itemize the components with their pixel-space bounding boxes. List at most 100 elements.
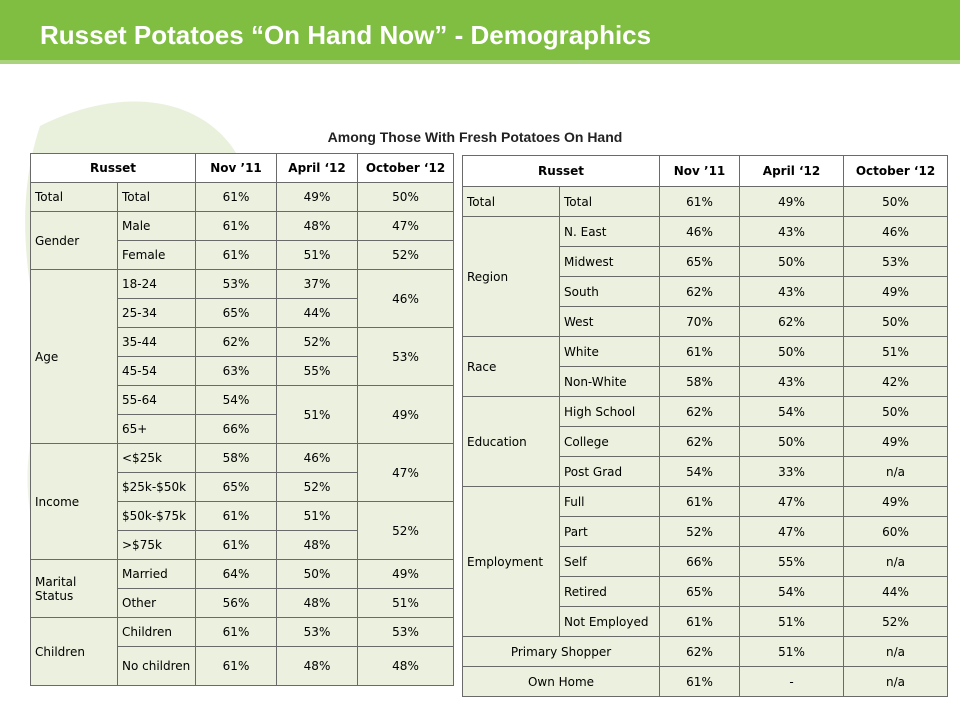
table-row: Education High School 62% 54% 50% <box>462 396 949 487</box>
header-divider <box>0 60 960 64</box>
table-row: Midwest 65% 50% 53% <box>463 246 949 277</box>
cell-apr: 53% <box>276 617 359 647</box>
table-row: Part 52% 47% 60% <box>463 516 949 547</box>
cell-nov: 65% <box>195 298 278 328</box>
cell-oct: 51% <box>357 588 455 618</box>
table-row: South 62% 43% 49% <box>463 276 949 307</box>
header-bar <box>0 0 960 64</box>
column-header-russet: Russet <box>29 153 197 183</box>
cell-apr: 44% <box>276 298 359 328</box>
cell-nov: 54% <box>659 456 741 487</box>
cell-oct: n/a <box>843 636 949 667</box>
table-row: Female 61% 51% 52% <box>31 240 455 270</box>
row-label: Non-White <box>558 366 661 397</box>
cell-nov: 46% <box>659 216 741 247</box>
cell-nov: 62% <box>659 396 741 427</box>
table-row: 55-64 54% 51% 49% <box>31 385 455 444</box>
row-label: $25k-$50k <box>116 472 197 502</box>
row-label: No children <box>116 646 197 686</box>
cell-oct-merged: 53% <box>357 327 455 386</box>
column-header-april-12: April ‘12 <box>739 155 845 187</box>
table-header-row: Russet Nov ’11 April ‘12 October ‘12 <box>29 153 455 183</box>
table-row: Retired 65% 54% 44% <box>463 576 949 607</box>
group-label-gender: Gender <box>30 211 118 270</box>
cell-apr: 62% <box>739 306 845 337</box>
cell-apr: 52% <box>276 327 359 357</box>
row-label: White <box>558 336 661 367</box>
cell-apr: 43% <box>739 276 845 307</box>
table-row: Self 66% 55% n/a <box>463 546 949 577</box>
cell-nov: 58% <box>195 443 278 473</box>
group-label-total: Total <box>462 186 560 217</box>
row-label: 18-24 <box>116 269 197 299</box>
cell-oct: 60% <box>843 516 949 547</box>
cell-oct: 50% <box>843 396 949 427</box>
cell-apr: 51% <box>739 636 845 667</box>
row-label: Male <box>116 211 197 241</box>
cell-nov: 52% <box>659 516 741 547</box>
cell-apr: 50% <box>739 426 845 457</box>
row-label: Self <box>558 546 661 577</box>
row-label: South <box>558 276 661 307</box>
row-label: <$25k <box>116 443 197 473</box>
cell-apr-merged: 51% <box>276 385 359 444</box>
row-label: >$75k <box>116 530 197 560</box>
cell-nov: 54% <box>195 385 278 415</box>
cell-apr: 50% <box>739 336 845 367</box>
cell-nov: 56% <box>195 588 278 618</box>
cell-nov: 65% <box>659 246 741 277</box>
cell-apr: 47% <box>739 516 845 547</box>
table-row: Marital Status Married 64% 50% 49% <box>30 559 455 618</box>
table-row: Total Total 61% 49% 50% <box>462 186 949 217</box>
cell-apr: 54% <box>739 576 845 607</box>
cell-nov: 53% <box>195 269 278 299</box>
cell-oct: 42% <box>843 366 949 397</box>
cell-apr: - <box>739 666 845 697</box>
row-label-primary-shopper: Primary Shopper <box>461 636 661 667</box>
cell-apr: 43% <box>739 366 845 397</box>
cell-oct-merged: 47% <box>357 443 455 502</box>
cell-nov: 61% <box>195 617 278 647</box>
table-row: No children 61% 48% 48% <box>31 646 455 686</box>
group-label-education: Education <box>462 396 560 487</box>
cell-nov: 70% <box>659 306 741 337</box>
cell-nov: 65% <box>659 576 741 607</box>
group-label-total: Total <box>30 182 118 212</box>
group-label-race: Race <box>462 336 560 397</box>
cell-apr: 46% <box>276 443 359 473</box>
column-header-russet: Russet <box>461 155 661 187</box>
column-header-april-12: April ‘12 <box>276 153 359 183</box>
cell-apr: 48% <box>276 530 359 560</box>
group-label-marital-status: Marital Status <box>30 559 118 618</box>
table-row: 25-34 65% 44% <box>31 298 454 328</box>
group-label-age: Age <box>30 269 118 444</box>
cell-apr: 51% <box>276 240 359 270</box>
table-row: West 70% 62% 50% <box>463 306 949 337</box>
table-row: Age 18-24 53% 37% 46% <box>30 269 455 444</box>
cell-oct: n/a <box>843 666 949 697</box>
cell-nov: 61% <box>659 336 741 367</box>
row-label: High School <box>558 396 661 427</box>
row-label: 45-54 <box>116 356 197 386</box>
table-row: 45-54 63% 55% <box>31 356 454 386</box>
cell-nov: 62% <box>195 327 278 357</box>
table-row: $50k-$75k 61% 51% 52% <box>31 501 455 560</box>
cell-nov: 58% <box>659 366 741 397</box>
group-label-employment: Employment <box>462 486 560 637</box>
cell-apr: 51% <box>276 501 359 531</box>
cell-oct: 52% <box>357 240 455 270</box>
cell-apr: 50% <box>276 559 359 589</box>
row-label: Not Employed <box>558 606 661 637</box>
cell-oct: n/a <box>843 456 949 487</box>
table-row: Own Home 61% - n/a <box>461 666 949 697</box>
cell-nov: 61% <box>195 211 278 241</box>
cell-nov: 61% <box>659 486 741 517</box>
cell-nov: 62% <box>659 276 741 307</box>
row-label: College <box>558 426 661 457</box>
cell-oct-merged: 49% <box>357 385 455 444</box>
row-label: Part <box>558 516 661 547</box>
row-label: $50k-$75k <box>116 501 197 531</box>
cell-apr: 55% <box>739 546 845 577</box>
table-subtitle: Among Those With Fresh Potatoes On Hand <box>327 129 623 145</box>
cell-apr: 51% <box>739 606 845 637</box>
